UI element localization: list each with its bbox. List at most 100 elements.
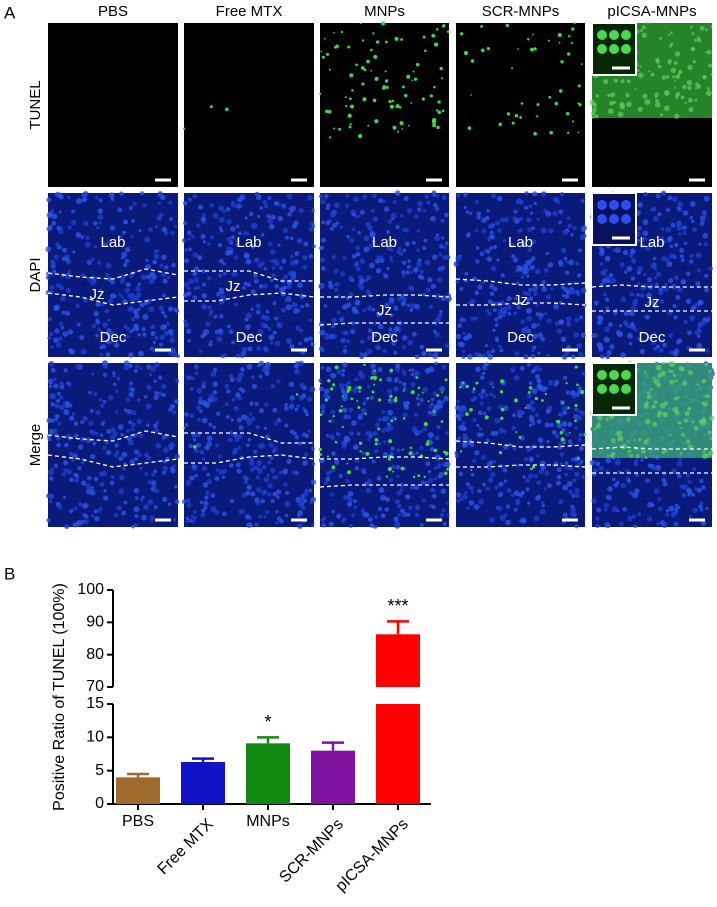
nucleus [656, 271, 662, 277]
tunel-signal [591, 111, 596, 116]
tunel-signal [661, 75, 667, 80]
tunel-signal [417, 394, 420, 396]
nucleus [633, 327, 638, 332]
nucleus [402, 401, 409, 408]
tunel-signal [413, 77, 418, 81]
nucleus [183, 282, 190, 288]
tunel-signal [696, 84, 702, 89]
nucleus [129, 329, 133, 334]
nucleus [182, 238, 187, 243]
nucleus [250, 289, 256, 295]
nucleus [323, 304, 328, 308]
tunel-signal [610, 92, 616, 98]
nucleus [407, 339, 413, 346]
nucleus [703, 195, 710, 202]
nucleus [524, 191, 529, 196]
nucleus [183, 322, 189, 328]
nucleus [677, 287, 683, 293]
nucleus [466, 232, 471, 237]
nucleus [300, 304, 305, 309]
nucleus [310, 496, 317, 503]
tunel-signal [568, 431, 571, 434]
nucleus [303, 409, 308, 414]
boundary [184, 432, 314, 444]
nucleus [93, 392, 98, 396]
nucleus [601, 278, 608, 284]
tunel-signal [592, 107, 597, 113]
nucleus [383, 273, 389, 279]
nucleus [398, 246, 402, 251]
nucleus [522, 475, 526, 479]
nucleus [387, 332, 393, 338]
nucleus [125, 334, 130, 339]
nucleus [455, 333, 462, 340]
nucleus [578, 432, 583, 437]
nucleus [233, 405, 240, 412]
nucleus [474, 228, 479, 233]
nucleus [523, 457, 529, 462]
nucleus [604, 326, 611, 333]
nucleus [188, 247, 192, 252]
nucleus [419, 445, 424, 451]
nucleus [540, 464, 547, 471]
tunel-signal [673, 61, 678, 65]
tunel-signal [617, 435, 624, 442]
nucleus [349, 431, 355, 437]
nucleus [231, 271, 238, 277]
nucleus [120, 432, 124, 437]
nucleus [270, 499, 275, 504]
nucleus [434, 331, 440, 338]
tunel-signal [652, 376, 656, 380]
nucleus [547, 379, 554, 386]
nucleus [632, 301, 638, 307]
nucleus [222, 209, 226, 214]
nucleus [59, 285, 65, 291]
nucleus [382, 348, 388, 354]
tunel-signal [558, 41, 561, 44]
nucleus [545, 408, 551, 414]
tunel-signal [319, 382, 322, 385]
nucleus [191, 432, 197, 438]
nucleus [79, 335, 85, 341]
nucleus [493, 430, 499, 436]
nucleus [595, 461, 601, 467]
nucleus [311, 224, 316, 228]
nucleus [390, 212, 397, 219]
nucleus [330, 492, 335, 497]
nucleus [659, 299, 665, 304]
nucleus [667, 195, 673, 201]
nucleus [411, 240, 416, 246]
nucleus [255, 425, 261, 430]
nucleus [534, 268, 541, 275]
nucleus [413, 412, 418, 417]
nucleus [646, 277, 652, 283]
tunel-signal [706, 49, 712, 55]
tunel-signal [373, 369, 376, 372]
nucleus [64, 442, 69, 448]
tunel-signal [366, 59, 370, 64]
nucleus [702, 210, 707, 215]
nucleus [53, 337, 59, 343]
nucleus [339, 225, 344, 230]
nucleus [548, 228, 554, 234]
nucleus [276, 489, 282, 495]
nucleus [416, 207, 422, 212]
nucleus [591, 498, 597, 504]
tunel-signal [373, 383, 376, 386]
nucleus [681, 484, 688, 491]
tunel-signal [679, 452, 683, 455]
tunel-signal [644, 418, 651, 425]
nucleus [644, 314, 650, 320]
nucleus [525, 403, 532, 410]
tunel-signal [392, 125, 397, 130]
tunel-signal [705, 28, 708, 32]
tunel-signal [341, 425, 344, 429]
nucleus [394, 190, 401, 196]
nucleus [110, 427, 116, 433]
nucleus [696, 334, 701, 338]
nucleus [219, 228, 224, 233]
nucleus [525, 260, 532, 266]
nucleus [422, 209, 427, 213]
nucleus [402, 248, 407, 252]
nucleus [162, 470, 167, 475]
